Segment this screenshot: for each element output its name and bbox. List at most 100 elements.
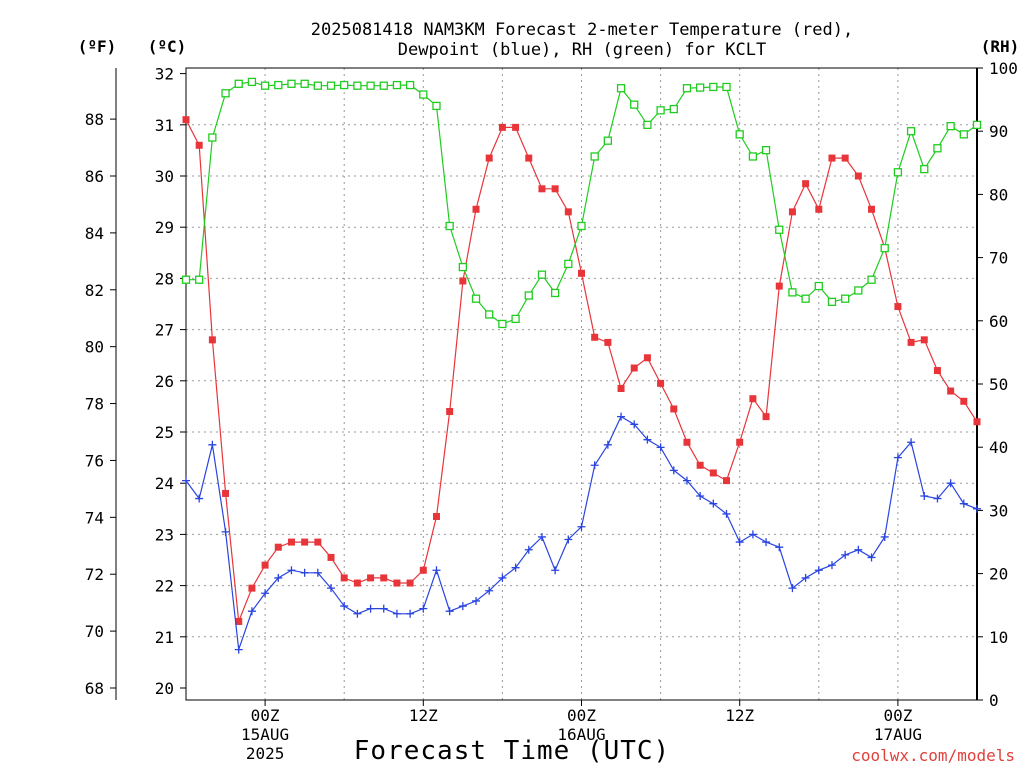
- temperature-point: [696, 461, 704, 469]
- dewpoint-point: [445, 607, 454, 616]
- rh-point: [709, 82, 718, 92]
- rh-point: [471, 294, 481, 303]
- temperature-point: [670, 405, 678, 413]
- rh-tick-label: 10: [989, 628, 1008, 647]
- temperature-point: [894, 303, 902, 311]
- axes-frame: [185, 67, 978, 701]
- temperature-point: [248, 584, 256, 592]
- rh-point: [893, 168, 903, 177]
- rh-tick-label: 50: [989, 375, 1008, 394]
- temperature-point: [907, 338, 915, 346]
- temperature-point: [617, 384, 625, 392]
- dewpoint-point: [656, 443, 665, 452]
- temperature-point: [195, 141, 203, 149]
- dewpoint-point: [959, 499, 968, 508]
- temperature-point: [657, 379, 665, 387]
- rh-tick-label: 90: [989, 122, 1008, 141]
- rh-point: [564, 259, 573, 269]
- temperature-point: [578, 269, 585, 277]
- temperature-point: [301, 538, 309, 546]
- celsius-tick-label: 32: [155, 65, 174, 84]
- dewpoint-point: [261, 589, 270, 598]
- rh-point: [867, 275, 876, 284]
- rh-point: [419, 90, 428, 99]
- temperature-point: [393, 579, 401, 587]
- time-tick-label: 00Z: [251, 706, 280, 725]
- temperature-point: [775, 282, 783, 290]
- celsius-tick-label: 28: [155, 269, 174, 288]
- rh-point: [841, 294, 850, 303]
- dewpoint-point: [537, 532, 546, 541]
- temperature-point: [749, 395, 757, 403]
- temperature-point: [419, 566, 427, 574]
- temperature-point: [551, 185, 559, 193]
- temperature-point: [920, 336, 928, 344]
- rh-point: [208, 133, 217, 142]
- dewpoint-point: [300, 568, 309, 577]
- temperature-point: [261, 561, 269, 569]
- rh-point: [537, 270, 547, 279]
- rh-tick-label: 100: [989, 59, 1018, 78]
- temperature-point: [973, 418, 981, 426]
- rh-point: [682, 84, 692, 93]
- temperature-point: [709, 469, 717, 477]
- celsius-tick-label: 31: [155, 116, 174, 135]
- dewpoint-point: [221, 527, 230, 536]
- temperature-point: [815, 205, 823, 213]
- temperature-point: [498, 123, 506, 131]
- celsius-tick-label: 27: [155, 321, 174, 340]
- rh-point: [616, 84, 626, 93]
- rh-point: [920, 164, 929, 174]
- rh-point: [221, 89, 230, 98]
- temperature-point: [485, 154, 493, 162]
- temperature-point: [564, 208, 572, 216]
- dewpoint-point: [234, 645, 243, 654]
- fahrenheit-axis: 68 70 72 74 76 78 80 82 84 86 88: [85, 68, 117, 700]
- rh-point: [972, 120, 982, 130]
- dewpoint-point: [379, 604, 388, 613]
- dewpoint-point: [603, 440, 612, 449]
- dewpoint-point: [827, 561, 836, 570]
- temperature-point: [222, 489, 230, 497]
- celsius-tick-label: 30: [155, 167, 174, 186]
- temperature-point: [723, 477, 731, 485]
- x-axis-title: Forecast Time (UTC): [354, 736, 670, 766]
- temperature-series: [182, 116, 981, 625]
- rh-point: [590, 152, 599, 161]
- dewpoint-point: [946, 479, 955, 488]
- temperature-point: [591, 333, 599, 341]
- temperature-point: [788, 208, 796, 216]
- temperature-point: [432, 512, 440, 520]
- temperature-point: [380, 574, 388, 582]
- temperature-point: [960, 397, 968, 405]
- rh-point: [260, 81, 270, 90]
- fahrenheit-tick-label: 72: [85, 565, 104, 584]
- fahrenheit-tick-label: 76: [85, 451, 104, 470]
- rh-point: [300, 79, 309, 88]
- fahrenheit-tick-label: 82: [85, 281, 104, 300]
- dewpoint-point: [195, 494, 204, 503]
- dewpoint-point: [696, 492, 705, 500]
- year-tick-label: 2025: [246, 744, 285, 763]
- dewpoint-point: [524, 545, 533, 554]
- grid-lines: [186, 68, 977, 700]
- rh-point: [827, 297, 837, 306]
- dewpoint-point: [208, 440, 217, 449]
- dewpoint-point: [788, 584, 797, 593]
- dewpoint-point: [630, 420, 639, 429]
- celsius-tick-label: 20: [155, 679, 174, 698]
- fahrenheit-tick-label: 70: [85, 622, 104, 641]
- rh-point: [630, 100, 639, 109]
- temperature-point: [841, 154, 849, 162]
- dewpoint-point: [182, 476, 190, 485]
- dewpoint-point: [762, 538, 771, 547]
- rh-point: [748, 152, 758, 161]
- temperature-point: [314, 538, 322, 546]
- rh-point: [195, 275, 204, 284]
- temperature-point: [933, 367, 941, 375]
- celsius-tick-label: 25: [155, 423, 174, 442]
- celsius-axis: 20 21 22 23 24 25 26 27 28 29 30 31 32: [155, 65, 186, 698]
- dewpoint-point: [366, 604, 375, 613]
- rh-point: [946, 121, 955, 131]
